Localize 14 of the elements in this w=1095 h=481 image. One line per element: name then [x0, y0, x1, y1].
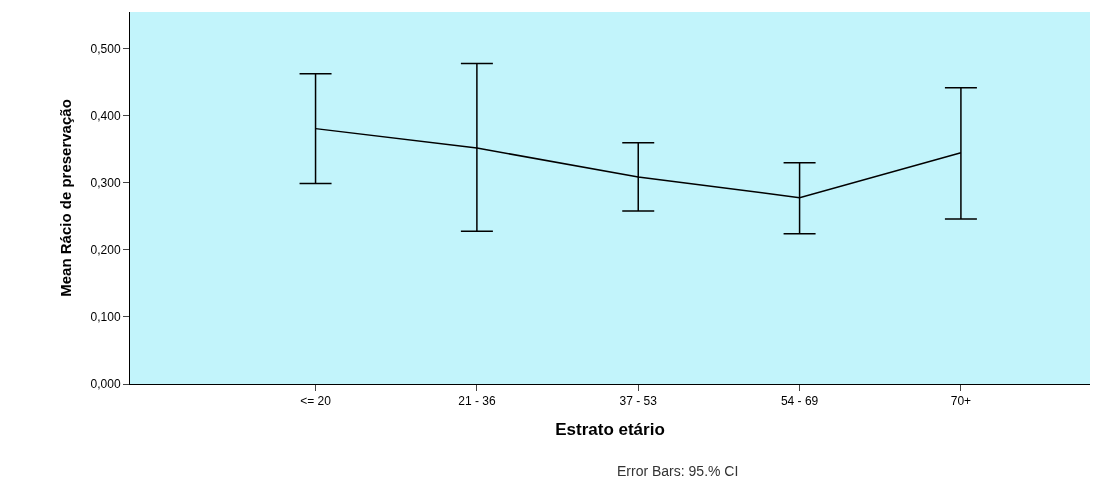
x-tick-label: 37 - 53: [619, 394, 658, 409]
text: Error Bars: 95.% CI: [617, 463, 739, 479]
y-tick-label: 0,300: [90, 176, 121, 191]
y-tick-label: 0,100: [90, 310, 121, 325]
y-tick-label: 0,000: [90, 377, 121, 392]
y-axis-title: Mean Rácio de preservação: [56, 99, 74, 297]
x-tick-label: 21 - 36: [458, 394, 496, 409]
x-tick-label: <= 20: [300, 394, 332, 409]
y-tick-label: 0,500: [90, 42, 121, 57]
x-tick-label: 54 - 69: [780, 394, 819, 409]
x-axis-title: Estrato etário: [555, 419, 665, 439]
y-tick-label: 0,200: [90, 243, 121, 258]
x-tick-label: 70+: [950, 394, 972, 409]
y-tick-label: 0,400: [90, 109, 121, 124]
